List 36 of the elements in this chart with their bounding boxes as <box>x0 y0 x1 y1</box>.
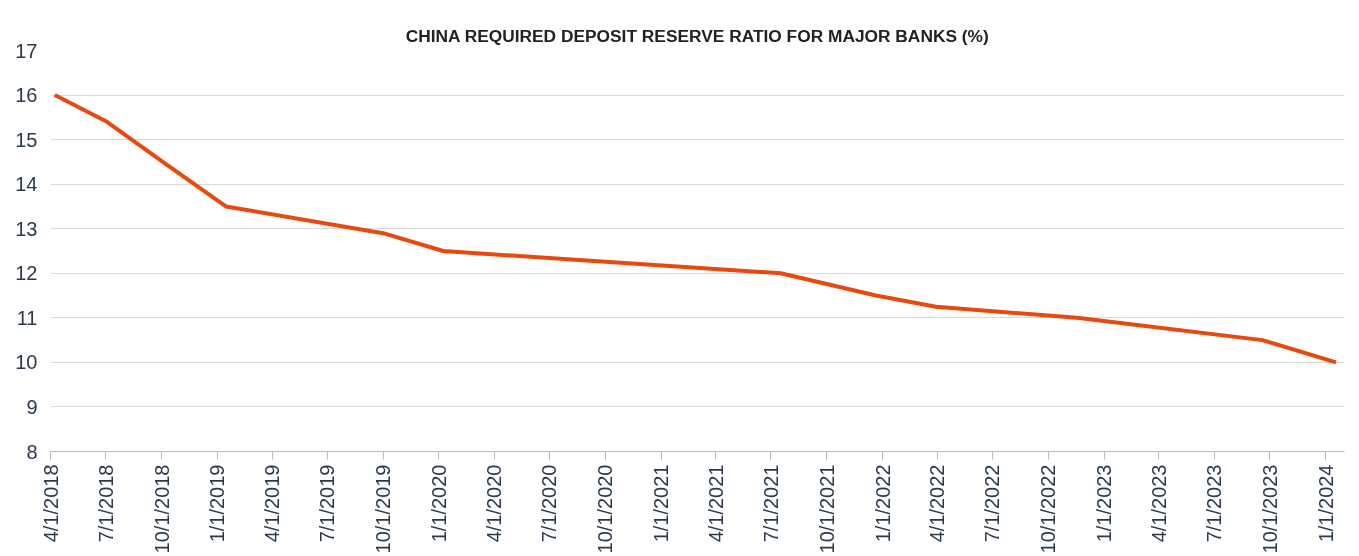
x-tick-label: 7/1/2021 <box>759 464 782 543</box>
x-tick-label: 7/1/2018 <box>94 464 117 543</box>
line-series <box>52 93 1338 365</box>
x-tick-label: 7/1/2022 <box>981 464 1004 543</box>
x-tick-label: 4/1/2023 <box>1147 464 1170 543</box>
y-tick-label: 15 <box>15 128 38 151</box>
x-tick-label: 10/1/2023 <box>1258 464 1281 554</box>
x-tick-label: 10/1/2018 <box>150 464 173 554</box>
x-tick-label: 4/1/2022 <box>926 464 949 543</box>
x-tick-label: 1/1/2019 <box>206 464 229 543</box>
y-tick-label: 13 <box>15 217 38 240</box>
x-tick-label: 10/1/2019 <box>372 464 395 554</box>
y-tick-label: 17 <box>15 39 38 62</box>
chart-title: CHINA REQUIRED DEPOSIT RESERVE RATIO FOR MAJOR BANKS (%) <box>405 25 989 46</box>
x-tick-label: 4/1/2018 <box>39 464 62 543</box>
y-tick-label: 8 <box>26 440 38 463</box>
x-tick-label: 1/1/2022 <box>871 464 894 543</box>
x-tick-label: 1/1/2023 <box>1093 464 1116 543</box>
x-tick-label: 4/1/2021 <box>704 464 727 543</box>
x-tick-label: 1/1/2020 <box>427 464 450 543</box>
y-tick-label: 14 <box>15 173 38 196</box>
y-tick-label: 16 <box>15 84 38 107</box>
y-tick-label: 9 <box>26 395 38 418</box>
x-tick-label: 4/1/2019 <box>261 464 284 543</box>
x-tick-label: 1/1/2024 <box>1314 464 1337 543</box>
y-tick-label: 11 <box>16 306 38 329</box>
x-tick-label: 7/1/2023 <box>1203 464 1226 543</box>
x-tick-label: 4/1/2020 <box>483 464 506 543</box>
x-tick-label: 1/1/2021 <box>650 464 673 543</box>
x-tick-label: 10/1/2021 <box>815 464 838 554</box>
x-tick-label: 10/1/2020 <box>594 464 617 554</box>
y-tick-label: 12 <box>15 262 38 285</box>
x-tick-label: 10/1/2022 <box>1037 464 1060 554</box>
x-tick-label: 7/1/2019 <box>316 464 339 543</box>
x-tick-label: 7/1/2020 <box>538 464 561 543</box>
y-tick-label: 10 <box>15 351 38 374</box>
